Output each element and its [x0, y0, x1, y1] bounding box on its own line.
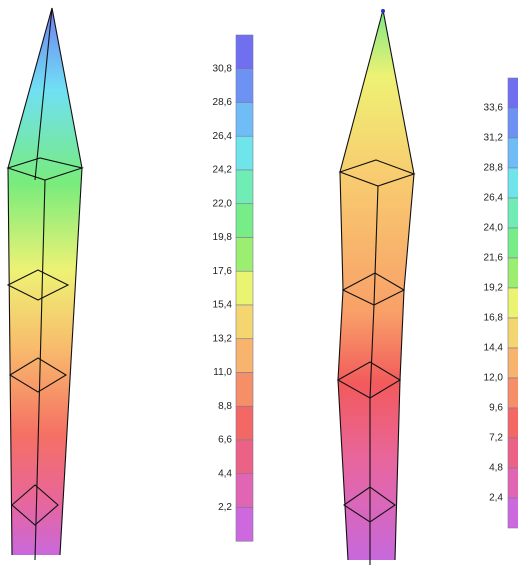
legend-label: 19,2 [484, 283, 504, 294]
legend-swatch [508, 438, 518, 468]
legend-swatch [236, 238, 253, 272]
legend-swatch [236, 440, 253, 474]
legend-swatch [236, 373, 253, 407]
legend-label: 15,4 [213, 300, 233, 311]
legend-label: 11,0 [213, 367, 232, 378]
legend-swatch [508, 168, 518, 198]
legend-swatch [508, 318, 518, 348]
left-tower [8, 8, 82, 560]
legend-label: 33,6 [484, 103, 504, 114]
legend-label: 26,4 [213, 131, 233, 142]
legend-label: 9,6 [489, 403, 503, 414]
legend-label: 2,4 [489, 493, 503, 504]
legend-swatch [508, 228, 518, 258]
legend-swatch [236, 170, 253, 204]
legend-label: 26,4 [484, 193, 504, 204]
legend-swatch [508, 288, 518, 318]
legend-swatch [508, 468, 518, 498]
legend-label: 22,0 [213, 198, 233, 209]
legend-swatch [236, 474, 253, 508]
legend-swatch [508, 498, 518, 528]
legend-label: 28,8 [484, 163, 504, 174]
legend-swatch [236, 136, 253, 170]
result-view: 30,8 28,6 26,4 24,2 22,0 19,8 17,6 15,4 13,2 11,0… [0, 0, 518, 577]
legend-swatch [236, 508, 253, 542]
legend-label: 12,0 [484, 373, 504, 384]
legend-label: 24,2 [213, 165, 233, 176]
legend-swatch [236, 35, 253, 69]
legend-swatch [236, 103, 253, 137]
legend-label: 14,4 [484, 343, 504, 354]
legend-label: 4,4 [218, 468, 232, 479]
legend-label: 7,2 [489, 433, 503, 444]
legend-swatch [236, 204, 253, 238]
legend-swatch [508, 258, 518, 288]
legend-swatch [508, 408, 518, 438]
legend-swatch [236, 305, 253, 339]
legend-label: 6,6 [218, 435, 232, 446]
legend-label: 16,8 [484, 313, 504, 324]
legend-swatch [236, 271, 253, 305]
legend-label: 8,8 [218, 401, 232, 412]
legend-label: 4,8 [489, 463, 503, 474]
legend-swatch [508, 138, 518, 168]
legend-swatch [508, 108, 518, 138]
legend-label: 13,2 [213, 333, 233, 344]
legend-swatch [508, 378, 518, 408]
legend-label: 30,8 [213, 63, 233, 74]
legend-label: 31,2 [484, 133, 504, 144]
right-tower [338, 9, 414, 565]
legend-label: 24,0 [484, 223, 504, 234]
legend-label: 17,6 [213, 266, 233, 277]
legend-swatch [508, 78, 518, 108]
legend-swatch [236, 69, 253, 103]
legend-label: 28,6 [213, 97, 233, 108]
legend-swatch [236, 406, 253, 440]
legend-swatch [236, 339, 253, 373]
legend-swatch [508, 198, 518, 228]
legend-label: 2,2 [218, 502, 232, 513]
legend-swatch [508, 348, 518, 378]
legend-label: 19,8 [213, 232, 233, 243]
legend-label: 21,6 [484, 253, 504, 264]
